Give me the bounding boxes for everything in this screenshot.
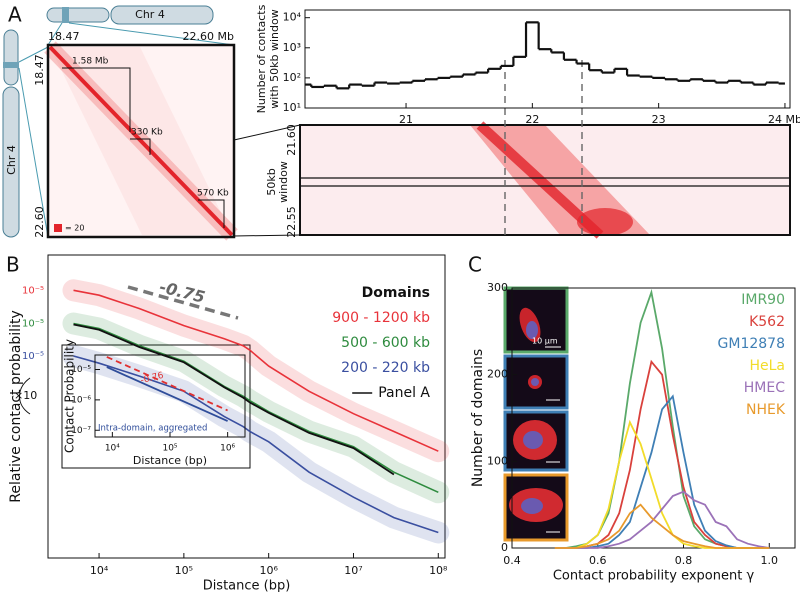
- coord-label: 18.47: [33, 54, 46, 86]
- y-tick-label: 10⁴: [283, 11, 302, 24]
- x-tick-label: 10⁷: [344, 564, 362, 577]
- plot-frame: [47, 254, 446, 559]
- y-tick-label: 10⁻⁵: [71, 365, 91, 375]
- legend-entry: GM12878: [718, 336, 785, 352]
- x-tick-label: 10⁵: [175, 564, 193, 577]
- x-tick-label: 0.4: [503, 554, 521, 567]
- legend-entry: 500 - 600 kb: [341, 335, 430, 351]
- y-tick-label: 10⁻⁷: [71, 426, 91, 436]
- legend-entry: HMEC: [744, 380, 785, 396]
- y-axis-label: Number of contacts: [255, 4, 268, 113]
- ideogram-side: [2, 29, 49, 238]
- y-tick-label: 100: [487, 454, 508, 467]
- chart: 10⁴ 10⁵ 10⁶ 10⁻⁵ 10⁻⁶ 10⁻⁷ Distance (bp) Contac…: [63, 339, 246, 467]
- slope-guide: [127, 285, 239, 320]
- series-line: [106, 356, 228, 412]
- legend-entry: HeLa: [749, 358, 785, 374]
- x-tick-label: 10⁸: [429, 564, 448, 577]
- series-line: [554, 359, 770, 549]
- x-axis-label: Contact probability exponent γ: [553, 569, 755, 584]
- y-tick-label: 300: [487, 281, 508, 294]
- legend-entry: 900 - 1200 kb: [332, 310, 430, 326]
- y-axis-label: Contact Probability: [63, 339, 77, 453]
- x-axis-label: Distance (bp): [203, 579, 291, 592]
- coord-label: 22.60: [33, 206, 46, 238]
- ideogram-top: [46, 5, 235, 46]
- y-tick-label: 10⁻⁶: [71, 395, 91, 405]
- fold-arrow: [19, 377, 31, 415]
- series-line: [554, 490, 770, 549]
- heatmap: [44, 41, 238, 241]
- series-line: [73, 355, 439, 534]
- legend-title: Domains: [362, 285, 430, 301]
- chart: 0.4 0.6 0.8 1.0 0 100 200 300 Contact probabilit…: [470, 281, 796, 584]
- window-label: 50kb: [265, 168, 278, 195]
- scale-bar-label: 10 µm: [532, 337, 558, 346]
- x-tick-label: 10⁴: [90, 564, 109, 577]
- panel-letter: C: [468, 253, 482, 277]
- chromosome-label: Chr 4: [135, 8, 165, 21]
- y-axis-label: with 50kb window: [268, 9, 281, 108]
- x-tick-label: 10⁴: [105, 444, 120, 454]
- x-tick-label: 24 Mb: [768, 113, 800, 126]
- x-tick-label: 23: [652, 113, 666, 126]
- fold-label: ×10: [14, 389, 37, 402]
- legend-entry: NHEK: [746, 402, 786, 418]
- plot-frame: [511, 287, 796, 549]
- chart: 10⁴ 10⁵ 10⁶ 10⁷ 10⁸ Distance (bp) Relative con…: [8, 254, 450, 592]
- y-tick-label: 10³: [283, 41, 301, 54]
- series-line: [554, 419, 770, 549]
- offset-label: 10⁻⁵: [22, 319, 44, 330]
- x-tick-label: 1.0: [761, 554, 779, 567]
- legend-entry: 200 - 220 kb: [341, 360, 430, 376]
- x-tick-label: 10⁵: [162, 444, 177, 454]
- x-tick-label: 0.8: [675, 554, 693, 567]
- domain-label: 1.58 Mb: [72, 57, 109, 67]
- y-tick-label: 200: [487, 368, 508, 381]
- coord-label: 21.60: [285, 124, 298, 156]
- coord-label: 22.55: [285, 206, 298, 238]
- scale-label: = 20: [65, 224, 84, 233]
- x-tick-label: 10⁶: [259, 564, 278, 577]
- window-label: window: [277, 161, 290, 203]
- domain-label: 330 Kb: [131, 128, 163, 138]
- series-line: [106, 366, 228, 422]
- series-line: [73, 323, 395, 476]
- legend-entry: Panel A: [378, 385, 430, 401]
- coord-label: 18.47: [48, 30, 80, 43]
- y-axis-label: Relative contact probability: [8, 310, 24, 502]
- series-line: [73, 289, 439, 452]
- panel-letter: A: [8, 3, 22, 27]
- coord-label: 22.60 Mb: [183, 30, 234, 43]
- legend-entry: IMR90: [741, 292, 785, 308]
- zoom-heatmap: [233, 60, 791, 239]
- panel-letter: B: [6, 253, 20, 277]
- x-tick-label: 21: [399, 113, 413, 126]
- domain-label: 570 Kb: [197, 189, 229, 199]
- offset-label: 10⁻⁵: [22, 351, 44, 362]
- y-tick-label: 10²: [283, 71, 301, 84]
- microscopy: [503, 286, 569, 542]
- x-tick-label: 10⁶: [220, 444, 235, 454]
- series-label: Intra-domain, aggregated: [98, 424, 207, 434]
- chart: 21 22 23 24 Mb 10¹ 10² 10³ 10⁴ Number of contact…: [255, 4, 800, 126]
- plot-frame: [304, 9, 791, 109]
- chromosome-label: Chr 4: [5, 145, 18, 175]
- y-tick-label: 0: [501, 541, 508, 554]
- y-tick-label: 10¹: [283, 101, 301, 114]
- x-tick-label: 0.6: [589, 554, 607, 567]
- legend-entry: K562: [749, 314, 785, 330]
- offset-label: 10⁻⁵: [22, 285, 44, 296]
- series-line: [73, 322, 439, 494]
- x-axis-label: Distance (bp): [133, 454, 207, 467]
- x-tick-label: 22: [525, 113, 539, 126]
- y-axis-label: Number of domains: [470, 349, 486, 487]
- series-line: [554, 503, 770, 549]
